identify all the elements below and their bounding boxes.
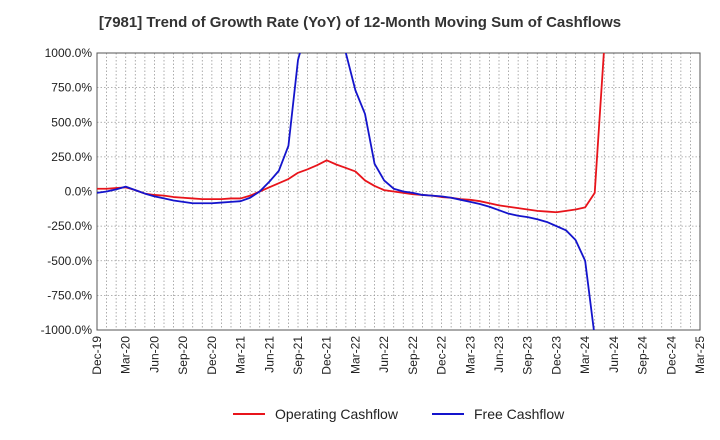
series-line-free-cashflow	[97, 53, 595, 330]
y-tick-label: -250.0%	[47, 219, 92, 233]
series-line-operating-cashflow	[97, 53, 605, 214]
y-tick-label: 500.0%	[51, 115, 92, 129]
x-tick-label: Dec-21	[320, 336, 334, 375]
grid	[96, 52, 701, 331]
x-tick-label: Mar-20	[119, 336, 133, 374]
x-tick-label: Mar-23	[463, 336, 477, 374]
y-axis: 1000.0% 750.0% 500.0% 250.0% 0.0% -250.0% -500…	[41, 46, 93, 337]
x-tick-label: Mar-25	[693, 336, 707, 374]
legend: Operating Cashflow Free Cashflow	[233, 406, 565, 422]
x-tick-label: Sep-21	[291, 336, 305, 375]
x-tick-label: Mar-21	[234, 336, 248, 374]
x-tick-label: Mar-24	[578, 336, 592, 374]
y-tick-label: -1000.0%	[41, 323, 93, 337]
y-tick-label: -500.0%	[47, 254, 92, 268]
x-tick-label: Sep-23	[521, 336, 535, 375]
plot-border	[96, 52, 701, 331]
x-tick-label: Sep-24	[636, 336, 650, 375]
x-tick-label: Jun-23	[492, 336, 506, 373]
x-tick-label: Dec-24	[664, 336, 678, 375]
y-tick-label: 250.0%	[51, 150, 92, 164]
x-tick-label: Jun-20	[147, 336, 161, 373]
x-tick-label: Dec-22	[435, 336, 449, 375]
x-tick-label: Jun-24	[607, 336, 621, 373]
legend-label: Operating Cashflow	[275, 406, 399, 422]
x-axis: Dec-19 Mar-20 Jun-20 Sep-20 Dec-20 Mar-21 Jun-…	[90, 336, 707, 375]
x-tick-label: Dec-20	[205, 336, 219, 375]
y-tick-label: -750.0%	[47, 288, 92, 302]
y-tick-label: 750.0%	[51, 81, 92, 95]
y-tick-label: 1000.0%	[45, 46, 93, 60]
x-tick-label: Dec-19	[90, 336, 104, 375]
y-tick-label: 0.0%	[65, 185, 93, 199]
x-tick-label: Mar-22	[348, 336, 362, 374]
chart-title: [7981] Trend of Growth Rate (YoY) of 12-…	[99, 14, 621, 31]
x-tick-label: Jun-21	[262, 336, 276, 373]
x-tick-label: Dec-23	[549, 336, 563, 375]
series-group	[97, 53, 605, 330]
x-tick-label: Jun-22	[377, 336, 391, 373]
legend-label: Free Cashflow	[474, 406, 565, 422]
x-tick-label: Sep-20	[176, 336, 190, 375]
x-tick-label: Sep-22	[406, 336, 420, 375]
